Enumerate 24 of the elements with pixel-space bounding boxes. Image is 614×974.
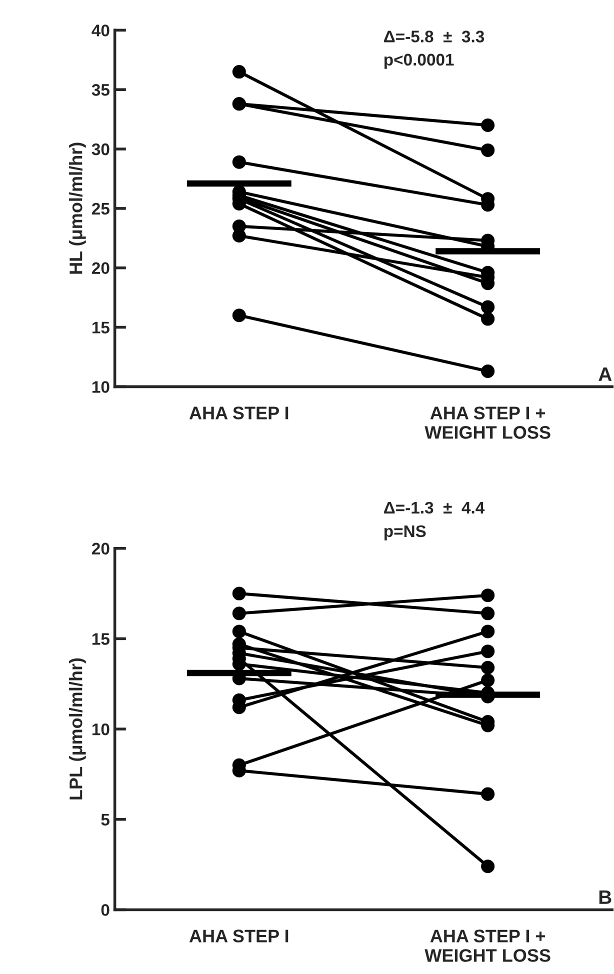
- y-tick-label: 25: [92, 202, 110, 215]
- y-tick-label: 15: [92, 633, 110, 645]
- y-tick-label: 40: [92, 24, 110, 36]
- annotation: A: [598, 367, 612, 381]
- y-tick-label: 10: [92, 723, 110, 736]
- y-tick-label: 20: [92, 262, 110, 274]
- y-tick-label: 15: [92, 322, 110, 334]
- y-tick-label: 10: [92, 381, 110, 393]
- x-tick-label: AHA STEP I: [189, 930, 288, 942]
- text: p=NS: [384, 525, 426, 540]
- annotation: Δ=-5.8 ± 3.3: [384, 30, 484, 42]
- y-tick-label: 20: [92, 542, 110, 555]
- text: Δ=-1.3 ± 4.4: [384, 502, 485, 514]
- y-axis-title: HL (μmol/ml/hr): [69, 142, 86, 274]
- x-tick-label: AHA STEP I + WEIGHT LOSS: [424, 406, 550, 439]
- y-axis-title: LPL (μmol/ml/hr): [69, 658, 86, 800]
- y-tick-label: 5: [101, 814, 110, 826]
- annotation: p<0.0001: [384, 54, 454, 69]
- y-tick-label: 30: [92, 143, 110, 156]
- y-tick-label: 35: [92, 84, 110, 96]
- x-tick-label: AHA STEP I + WEIGHT LOSS: [424, 930, 550, 962]
- y-tick-label: 0: [101, 904, 110, 916]
- x-tick-label: AHA STEP I: [189, 406, 288, 420]
- annotation: B: [599, 890, 612, 904]
